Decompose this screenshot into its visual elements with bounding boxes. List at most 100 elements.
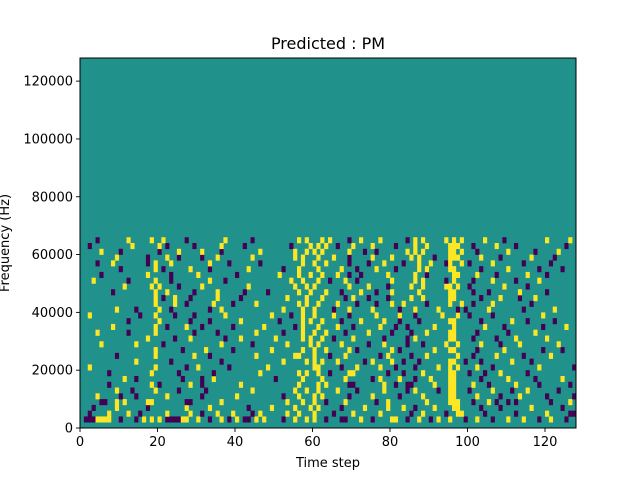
heatmap-cell <box>304 370 309 377</box>
heatmap-cell <box>266 289 271 296</box>
heatmap-cell <box>227 260 232 267</box>
heatmap-cell <box>428 375 433 383</box>
y-tick-label: 20000 <box>32 364 73 379</box>
heatmap-cell <box>184 404 189 411</box>
heatmap-cell <box>254 300 259 307</box>
heatmap-cell <box>320 393 325 400</box>
heatmap-cell <box>390 289 395 296</box>
heatmap-cell <box>428 260 433 267</box>
heatmap-cell <box>471 335 476 342</box>
heatmap-cell <box>339 289 344 296</box>
heatmap-cell <box>490 416 495 423</box>
heatmap-cell <box>134 306 139 313</box>
heatmap-cell <box>130 387 135 394</box>
heatmap-cell <box>359 237 364 244</box>
heatmap-cell <box>149 283 154 290</box>
heatmap-cell <box>219 341 224 348</box>
heatmap-cell <box>312 347 317 354</box>
heatmap-cell <box>374 289 379 296</box>
plot-frame <box>79 57 577 429</box>
heatmap-cell <box>514 335 519 342</box>
heatmap-cell <box>83 416 89 423</box>
heatmap-cell <box>238 295 244 302</box>
heatmap-cell <box>95 237 100 244</box>
heatmap-cell <box>293 416 298 423</box>
heatmap-cell <box>374 312 379 319</box>
heatmap-cell <box>475 329 480 336</box>
heatmap-cell <box>568 237 573 244</box>
heatmap-cell <box>413 306 418 313</box>
heatmap-cell <box>502 237 507 244</box>
heatmap-cell <box>560 347 565 354</box>
heatmap-cell <box>316 370 321 377</box>
heatmap-cell <box>223 277 228 284</box>
heatmap-cell <box>393 416 399 423</box>
heatmap-cell <box>335 358 340 365</box>
heatmap-cell <box>424 243 430 250</box>
heatmap-cell <box>300 254 306 261</box>
heatmap-cell <box>153 312 158 319</box>
heatmap-cell <box>320 375 325 383</box>
heatmap-cell <box>467 312 472 319</box>
heatmap-cell <box>494 399 499 406</box>
heatmap-cell <box>215 410 220 417</box>
heatmap-cell <box>436 306 441 313</box>
heatmap-cell <box>130 243 135 250</box>
x-tick-label: 100 <box>455 435 480 450</box>
heatmap-cell <box>386 283 391 290</box>
heatmap-cell <box>196 416 201 423</box>
heatmap-cell <box>552 254 557 261</box>
heatmap-cell <box>440 312 445 319</box>
y-tick-label: 80000 <box>32 190 73 205</box>
heatmap-cell <box>258 260 263 267</box>
x-axis: 0 20 40 60 80 100 120 <box>76 428 558 450</box>
heatmap-cell <box>87 410 92 417</box>
heatmap-cell <box>339 404 344 411</box>
heatmap-cell <box>479 266 484 273</box>
heatmap-cell <box>386 399 391 406</box>
heatmap-cell <box>413 387 418 394</box>
heatmap-cell <box>452 248 457 255</box>
heatmap-cell <box>211 370 216 377</box>
heatmap-cell <box>362 358 368 365</box>
heatmap-cell <box>529 358 534 365</box>
heatmap-cell <box>397 306 402 313</box>
heatmap-cell <box>176 283 182 290</box>
heatmap-cell <box>316 341 321 348</box>
heatmap-cell <box>486 289 492 296</box>
heatmap-cell <box>525 318 530 325</box>
heatmap-cell <box>300 323 306 331</box>
heatmap-cell <box>331 410 337 417</box>
heatmap-cell <box>455 283 461 290</box>
heatmap-cell <box>548 260 554 267</box>
heatmap-cell <box>285 399 290 406</box>
heatmap-cell <box>250 254 255 261</box>
heatmap-cell <box>397 393 402 400</box>
heatmap-cell <box>277 271 282 278</box>
heatmap-cell <box>448 260 453 267</box>
heatmap-cell <box>448 266 453 273</box>
heatmap-cell <box>393 266 399 273</box>
heatmap-cell <box>413 312 418 319</box>
heatmap-cell <box>421 237 426 244</box>
heatmap-cell <box>126 237 131 244</box>
heatmap-cell <box>153 300 158 307</box>
heatmap-cell <box>548 399 554 406</box>
heatmap-cell <box>324 399 329 406</box>
heatmap-cell <box>215 289 220 296</box>
heatmap-cell <box>281 393 286 400</box>
heatmap-cell <box>343 416 348 423</box>
heatmap-cell <box>506 329 511 336</box>
heatmap-cell <box>173 335 178 342</box>
heatmap-cell <box>378 410 383 417</box>
heatmap-cell <box>359 289 364 296</box>
heatmap-cell <box>308 318 313 325</box>
heatmap-cell <box>153 329 158 336</box>
heatmap-cell <box>459 248 464 255</box>
heatmap-cell <box>331 254 337 261</box>
heatmap-cell <box>541 323 546 331</box>
x-tick-label: 120 <box>533 435 558 450</box>
heatmap-cell <box>312 260 317 267</box>
heatmap-cell <box>370 306 375 313</box>
heatmap-cell <box>312 358 317 365</box>
